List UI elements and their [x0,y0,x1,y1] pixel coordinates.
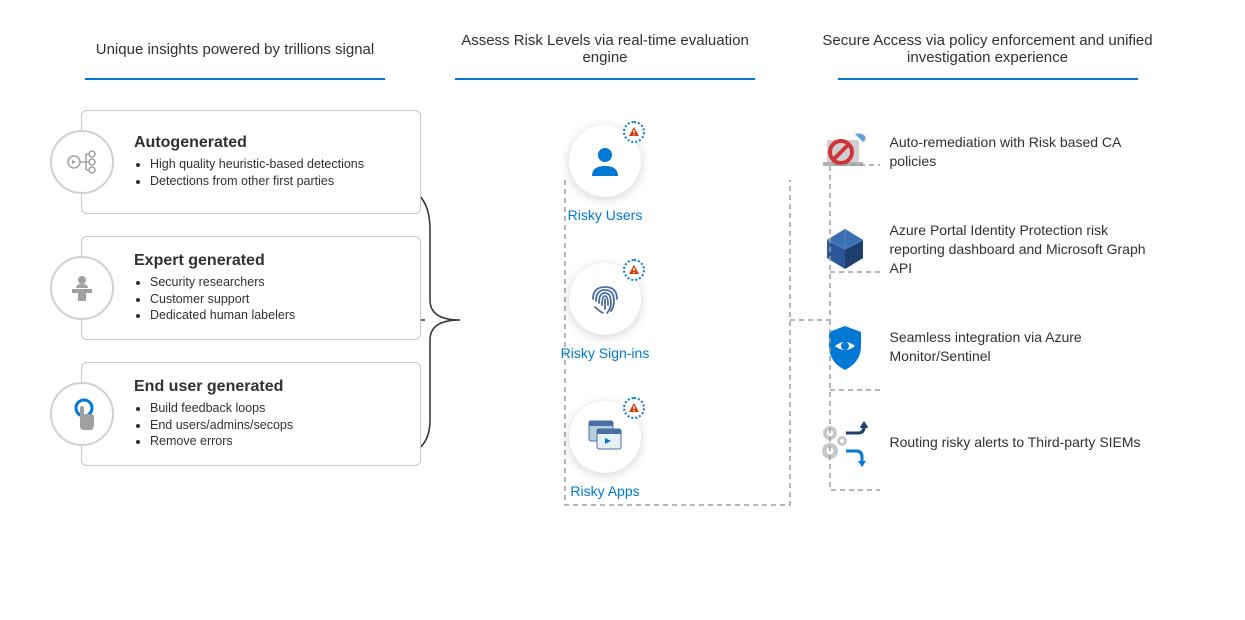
risk-label: Risky Apps [570,483,639,499]
action-text: Azure Portal Identity Protection risk re… [890,221,1158,278]
card-autogenerated: Autogenerated High quality heuristic-bas… [81,110,421,214]
action-text: Seamless integration via Azure Monitor/S… [890,328,1158,366]
card-expert: Expert generated Security researchers Cu… [81,236,421,340]
warning-badge-icon [623,259,645,281]
risk-users: Risky Users [568,125,643,223]
hr-secure [838,78,1138,80]
card-title: Expert generated [134,252,406,270]
podium-person-icon [50,256,114,320]
warning-badge-icon [623,121,645,143]
action-sentinel: Seamless integration via Azure Monitor/S… [818,320,1158,374]
card-enduser: End user generated Build feedback loops … [81,362,421,466]
header-insights: Unique insights powered by trillions sig… [76,20,394,78]
action-text: Routing risky alerts to Third-party SIEM… [890,433,1141,452]
hr-risk [455,78,755,80]
fingerprint-icon [583,277,627,321]
card-bullets: Security researchers Customer support De… [134,274,406,325]
block-laptop-icon [818,125,872,179]
hr-insights [85,78,385,80]
user-icon [586,142,624,180]
header-risk: Assess Risk Levels via real-time evaluat… [420,20,790,78]
risk-label: Risky Sign-ins [561,345,650,361]
card-title: Autogenerated [134,134,406,152]
action-siem: Routing risky alerts to Third-party SIEM… [818,416,1158,470]
card-bullets: Build feedback loops End users/admins/se… [134,400,406,451]
risk-label: Risky Users [568,207,643,223]
risk-apps: Risky Apps [569,401,641,499]
polyhedron-icon [818,222,872,276]
shield-eye-icon [818,320,872,374]
card-title: End user generated [134,378,406,396]
warning-badge-icon [623,397,645,419]
settings-flow-icon [50,130,114,194]
risk-signins: Risky Sign-ins [561,263,650,361]
touch-circle-icon [50,382,114,446]
apps-icon [583,415,627,459]
column-secure: Secure Access via policy enforcement and… [790,20,1185,600]
gears-route-icon [818,416,872,470]
column-risk: Assess Risk Levels via real-time evaluat… [420,20,790,600]
column-insights: Unique insights powered by trillions sig… [50,20,420,600]
action-text: Auto-remediation with Risk based CA poli… [890,133,1158,171]
card-bullets: High quality heuristic-based detections … [134,156,406,190]
action-portal: Azure Portal Identity Protection risk re… [818,221,1158,278]
header-secure: Secure Access via policy enforcement and… [790,20,1185,78]
action-remediation: Auto-remediation with Risk based CA poli… [818,125,1158,179]
